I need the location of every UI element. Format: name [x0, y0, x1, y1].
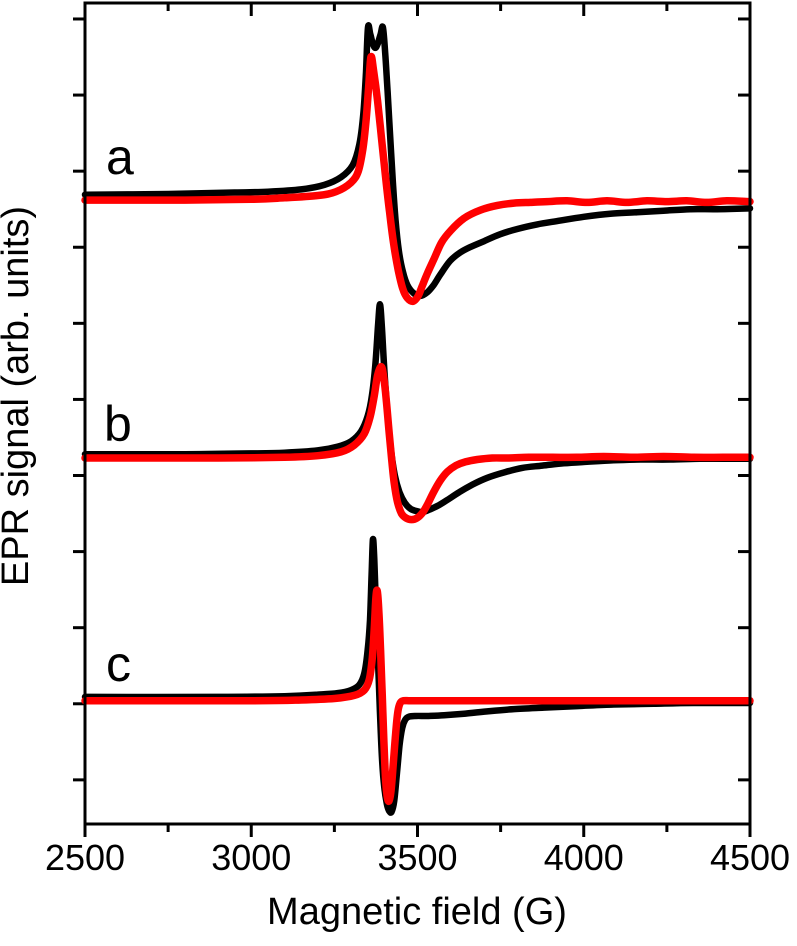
x-tick-labels: 2500 3000 3500 4000 4500 [45, 837, 790, 878]
spectrum-c-red-curve [81, 586, 754, 806]
panel-label-c: c [106, 636, 131, 692]
spectrum-b-black-curve [81, 301, 754, 516]
x-tick-label-4000: 4000 [544, 837, 624, 878]
x-axis-label: Magnetic field (G) [267, 891, 567, 933]
axis-ticks [73, 3, 752, 837]
spectrum-a-red-curve [81, 52, 754, 306]
spectrum-b-red-curve [81, 362, 754, 524]
panel-label-b: b [104, 396, 132, 452]
x-tick-label-3500: 3500 [377, 837, 457, 878]
spectra-curves [81, 22, 754, 816]
x-tick-label-4500: 4500 [710, 837, 790, 878]
x-tick-label-2500: 2500 [45, 837, 125, 878]
y-axis-label: EPR signal (arb. units) [0, 206, 37, 586]
panel-label-a: a [106, 129, 134, 185]
spectrum-c-black-curve [81, 535, 754, 816]
spectrum-a-black-curve [81, 22, 754, 300]
plot-frame [83, 1, 752, 826]
x-tick-label-3000: 3000 [211, 837, 291, 878]
